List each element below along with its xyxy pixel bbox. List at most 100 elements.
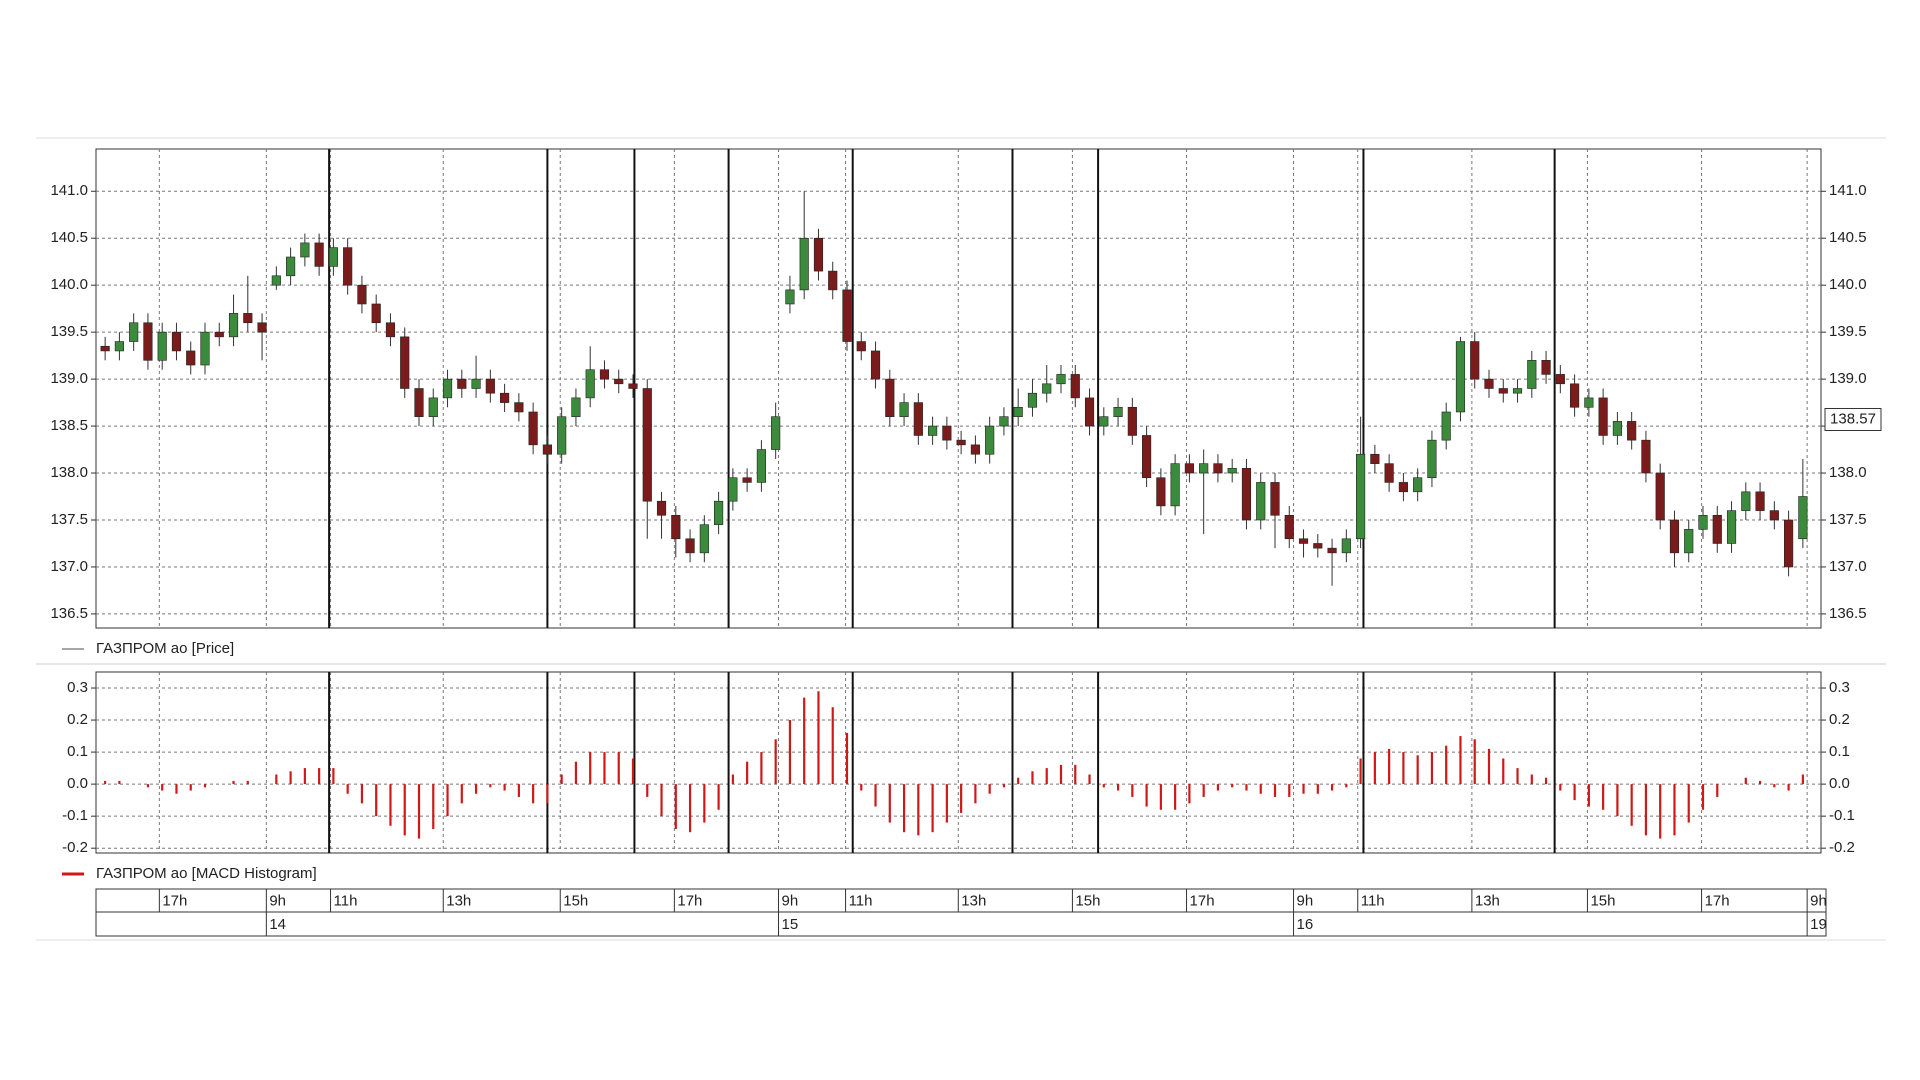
y-tick-label-right: 0.2	[1829, 711, 1850, 728]
day-tick-label: 16	[1297, 916, 1314, 933]
candle-body	[314, 242, 324, 267]
candle-body	[1512, 388, 1523, 394]
x-tick-label: 9h	[1297, 892, 1314, 909]
candle-body	[1470, 341, 1480, 380]
candle-body	[671, 514, 681, 540]
y-tick-label-right: 0.1	[1829, 743, 1850, 760]
candle-body	[257, 322, 267, 333]
candle-body	[1527, 360, 1537, 389]
candle-body	[1256, 482, 1266, 521]
candle-body	[1241, 468, 1252, 521]
candle-body	[500, 392, 510, 403]
candle-body	[1156, 477, 1166, 507]
candle-body	[714, 500, 724, 525]
candle-body	[143, 322, 153, 361]
candle-body	[1127, 406, 1137, 436]
candle-body	[1341, 538, 1351, 554]
candle-body	[771, 416, 781, 450]
y-tick-label-right: -0.2	[1829, 839, 1855, 856]
y-tick-label-right: 138.0	[1829, 464, 1867, 481]
candle-body	[1298, 538, 1309, 544]
y-tick-label: 0.2	[67, 711, 88, 728]
candle-body	[1726, 510, 1737, 544]
y-tick-label: 0.1	[67, 743, 88, 760]
candle-body	[371, 303, 381, 324]
candle-body	[343, 247, 353, 286]
candle-body	[956, 439, 966, 446]
candle-body	[243, 313, 253, 324]
candle-body	[1784, 519, 1794, 568]
candle-body	[129, 322, 139, 342]
candle-body	[1712, 514, 1722, 544]
candle-body	[1027, 392, 1038, 408]
candle-body	[557, 416, 567, 455]
day-tick-label: 15	[782, 916, 799, 933]
candle-body	[1284, 514, 1294, 540]
candle-body	[642, 388, 652, 502]
candle-body	[1427, 439, 1437, 479]
x-tick-label: 13h	[961, 892, 986, 909]
x-tick-label: 13h	[1475, 892, 1500, 909]
x-tick-label: 9h	[782, 892, 799, 909]
candle-body	[842, 289, 852, 342]
y-tick-label: -0.1	[62, 807, 88, 824]
candle-body	[785, 289, 795, 305]
x-tick-label: 15h	[563, 892, 588, 909]
candle-body	[928, 425, 938, 436]
candle-body	[585, 369, 595, 399]
candle-body	[685, 538, 695, 554]
x-tick-label: 17h	[1190, 892, 1215, 909]
candle-body	[1684, 529, 1694, 554]
candle-body	[1755, 491, 1765, 511]
y-tick-label: 138.0	[50, 464, 88, 481]
y-tick-label: 139.5	[50, 323, 88, 340]
candle-body	[228, 313, 239, 338]
y-tick-label: 136.5	[50, 605, 88, 622]
candle-body	[1584, 397, 1594, 408]
y-tick-label: 140.0	[50, 276, 88, 293]
candle-body	[171, 331, 182, 352]
y-tick-label: -0.2	[62, 839, 88, 856]
y-tick-label-right: 139.0	[1829, 370, 1867, 387]
candle-body	[1398, 482, 1408, 493]
x-tick-label: 17h	[162, 892, 187, 909]
candle-body	[1669, 519, 1680, 554]
x-tick-label: 11h	[334, 892, 358, 909]
candle-body	[1370, 453, 1380, 464]
candle-body	[428, 397, 438, 417]
day-tick-label: 14	[269, 916, 286, 933]
candle-body	[828, 270, 838, 291]
candle-body	[756, 449, 766, 483]
candle-body	[614, 378, 624, 385]
candle-body	[1227, 468, 1237, 474]
candle-body	[300, 242, 310, 258]
candle-body	[799, 237, 809, 291]
candle-body	[442, 378, 453, 399]
candle-body	[528, 411, 538, 446]
candle-body	[400, 336, 410, 389]
candle-body	[1627, 421, 1637, 441]
y-tick-label: 0.3	[67, 679, 88, 696]
candle-body	[100, 345, 110, 352]
candle-body	[1555, 374, 1565, 385]
candle-body	[271, 275, 281, 286]
candle-body	[414, 388, 424, 417]
candle-body	[200, 331, 210, 366]
x-tick-label: 15h	[1590, 892, 1615, 909]
candle-body	[1056, 374, 1066, 385]
candle-body	[599, 369, 610, 380]
x-tick-label: 9h	[1810, 892, 1827, 909]
candle-body	[186, 350, 196, 366]
candle-body	[1570, 383, 1580, 408]
y-tick-label-right: 141.0	[1829, 182, 1867, 199]
candle-body	[628, 383, 638, 389]
candle-body	[1541, 360, 1551, 375]
y-tick-label-right: 140.5	[1829, 229, 1867, 246]
candle-body	[357, 284, 367, 305]
y-tick-label-right: 0.0	[1829, 775, 1850, 792]
candle-body	[1084, 397, 1095, 427]
y-tick-label: 141.0	[50, 182, 88, 199]
candle-body	[471, 378, 481, 389]
y-tick-label-right: 0.3	[1829, 679, 1850, 696]
